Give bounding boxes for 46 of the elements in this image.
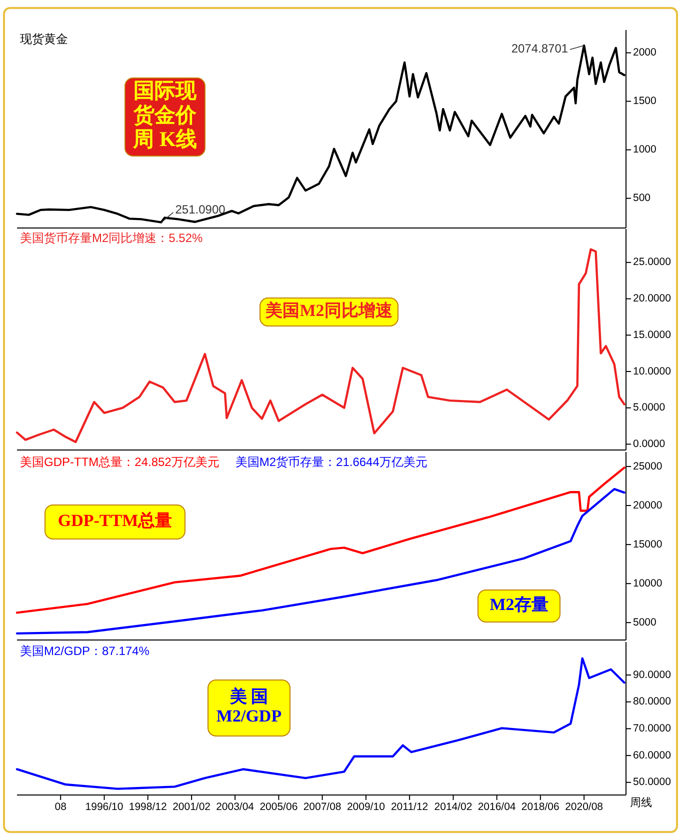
y-tick-label: 1000 [633, 144, 657, 156]
y-tick-label: 500 [633, 192, 651, 204]
x-tick-label: 2007/08 [303, 801, 342, 813]
text: 美国M2货币存量：21.6644万亿美元 [235, 455, 428, 469]
x-tick-label: 2014/02 [434, 801, 472, 813]
y-tick-label: 25.0000 [633, 256, 672, 268]
annotation: M2存量 [490, 594, 548, 614]
x-tick-label: 2003/04 [216, 801, 254, 813]
chart-title: 现货黄金 [20, 32, 68, 46]
annotation: 2074.8701 [511, 42, 568, 56]
y-tick-label: 50.0000 [633, 776, 672, 788]
y-tick-label: 5.0000 [633, 402, 666, 414]
y-tick-label: 25000 [633, 460, 662, 472]
annotation: 国际现货金价周 K线 [132, 78, 198, 151]
chart-title: 美国M2/GDP：87.174% [20, 644, 150, 658]
y-tick-label: 90.0000 [633, 668, 672, 681]
x-tick-label: 1996/10 [85, 801, 124, 813]
x-tick-label: 2009/10 [346, 801, 386, 813]
x-tick-label: 08 [54, 801, 67, 813]
y-tick-label: 10.0000 [633, 365, 672, 378]
y-tick-label: 0.0000 [633, 438, 666, 450]
x-tick-label: 2020/08 [565, 801, 604, 813]
y-tick-label: 60.0000 [633, 749, 672, 762]
y-tick-label: 1500 [633, 95, 657, 108]
y-tick-label: 15000 [633, 538, 662, 550]
y-tick-label: 20000 [633, 499, 662, 512]
text: 周线 [630, 796, 652, 809]
annotation: 251.0900 [175, 202, 226, 217]
y-tick-label: 20.0000 [633, 292, 672, 305]
x-tick-label: 2005/06 [260, 801, 298, 813]
annotation: 美国M2同比增速 [264, 300, 392, 320]
x-tick-label: 1998/12 [128, 801, 167, 813]
y-tick-label: 70.0000 [633, 722, 672, 734]
y-tick-label: 2000 [633, 46, 657, 59]
chart-title: 美国货币存量M2同比增速：5.52% [20, 231, 204, 245]
y-tick-label: 10000 [633, 577, 662, 590]
annotation: 美 国M2/GDP [216, 687, 282, 726]
annotation: GDP-TTM总量 [58, 510, 172, 530]
x-tick-label: 2016/04 [478, 801, 516, 813]
y-tick-label: 80.0000 [633, 696, 672, 708]
y-tick-label: 15.0000 [633, 328, 672, 341]
text: 美国GDP-TTM总量：24.852万亿美元 [20, 455, 220, 469]
x-tick-label: 2018/06 [521, 801, 560, 813]
x-tick-label: 2001/02 [172, 801, 211, 813]
y-tick-label: 5000 [633, 616, 657, 628]
x-tick-label: 2011/12 [390, 801, 428, 813]
